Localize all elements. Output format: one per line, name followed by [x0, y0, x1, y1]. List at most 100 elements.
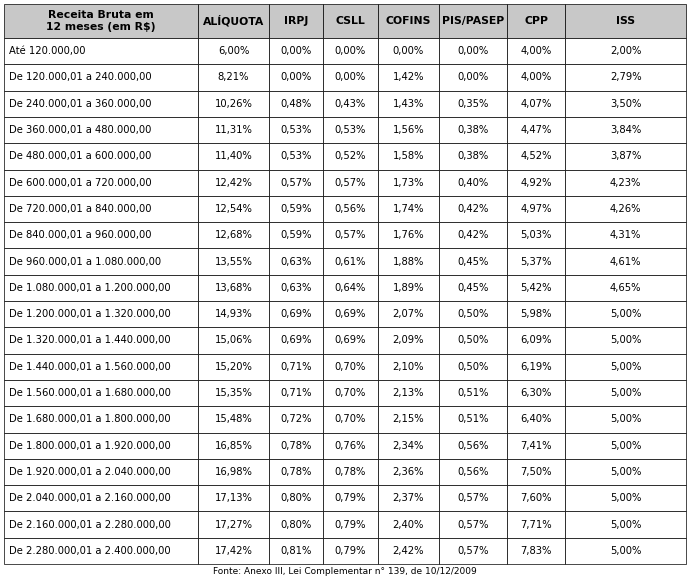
Text: De 960.000,01 a 1.080.000,00: De 960.000,01 a 1.080.000,00	[9, 256, 161, 266]
Text: 0,78%: 0,78%	[280, 467, 312, 477]
Bar	[565, 143, 686, 169]
Text: 0,53%: 0,53%	[280, 125, 312, 135]
Text: ALÍQUOTA: ALÍQUOTA	[203, 15, 264, 27]
Bar	[268, 512, 323, 538]
Text: 4,97%: 4,97%	[520, 204, 552, 214]
Bar	[439, 301, 507, 327]
Text: 16,98%: 16,98%	[215, 467, 253, 477]
Bar	[377, 4, 439, 38]
Bar	[565, 512, 686, 538]
Text: De 120.000,01 a 240.000,00: De 120.000,01 a 240.000,00	[9, 72, 152, 82]
Bar	[377, 222, 439, 248]
Bar	[377, 301, 439, 327]
Bar	[507, 4, 565, 38]
Bar	[377, 380, 439, 406]
Text: 1,73%: 1,73%	[393, 178, 424, 187]
Text: 5,37%: 5,37%	[520, 256, 552, 266]
Bar	[565, 380, 686, 406]
Bar	[439, 196, 507, 222]
Text: 5,00%: 5,00%	[610, 361, 641, 372]
Bar	[439, 91, 507, 117]
Bar	[565, 406, 686, 433]
Text: 0,42%: 0,42%	[457, 204, 489, 214]
Text: 0,38%: 0,38%	[457, 125, 489, 135]
Bar	[377, 91, 439, 117]
Text: 0,53%: 0,53%	[280, 151, 312, 161]
Bar	[198, 538, 268, 564]
Text: 0,51%: 0,51%	[457, 388, 489, 398]
Bar	[323, 143, 377, 169]
Text: 0,59%: 0,59%	[280, 230, 312, 240]
Bar	[323, 248, 377, 274]
Bar	[4, 196, 198, 222]
Text: 8,21%: 8,21%	[218, 72, 249, 82]
Text: 0,57%: 0,57%	[335, 230, 366, 240]
Text: 5,00%: 5,00%	[610, 309, 641, 319]
Bar	[507, 433, 565, 459]
Text: 16,85%: 16,85%	[215, 441, 253, 451]
Text: 1,76%: 1,76%	[393, 230, 424, 240]
Text: 0,70%: 0,70%	[335, 361, 366, 372]
Text: 0,45%: 0,45%	[457, 283, 489, 293]
Text: 2,40%: 2,40%	[393, 520, 424, 530]
Bar	[323, 485, 377, 512]
Text: 0,69%: 0,69%	[280, 335, 312, 346]
Bar	[439, 406, 507, 433]
Text: 0,80%: 0,80%	[280, 520, 311, 530]
Text: De 840.000,01 a 960.000,00: De 840.000,01 a 960.000,00	[9, 230, 152, 240]
Text: 0,80%: 0,80%	[280, 493, 311, 503]
Text: 0,72%: 0,72%	[280, 415, 312, 425]
Bar	[198, 248, 268, 274]
Bar	[439, 459, 507, 485]
Bar	[323, 406, 377, 433]
Text: 15,48%: 15,48%	[215, 415, 253, 425]
Bar	[439, 327, 507, 353]
Text: 0,69%: 0,69%	[335, 309, 366, 319]
Text: 0,69%: 0,69%	[335, 335, 366, 346]
Text: 4,07%: 4,07%	[521, 99, 552, 109]
Text: 11,40%: 11,40%	[215, 151, 253, 161]
Text: 17,42%: 17,42%	[215, 546, 253, 556]
Bar	[507, 117, 565, 143]
Text: 0,71%: 0,71%	[280, 388, 312, 398]
Text: 2,42%: 2,42%	[393, 546, 424, 556]
Text: Receita Bruta em
12 meses (em R$): Receita Bruta em 12 meses (em R$)	[46, 10, 156, 32]
Text: 0,63%: 0,63%	[280, 283, 312, 293]
Bar	[198, 406, 268, 433]
Bar	[4, 169, 198, 196]
Text: 0,50%: 0,50%	[457, 309, 489, 319]
Bar	[377, 459, 439, 485]
Text: 15,35%: 15,35%	[215, 388, 253, 398]
Bar	[268, 406, 323, 433]
Text: 0,76%: 0,76%	[335, 441, 366, 451]
Bar	[268, 459, 323, 485]
Text: 15,20%: 15,20%	[215, 361, 253, 372]
Bar	[323, 327, 377, 353]
Text: 5,00%: 5,00%	[610, 335, 641, 346]
Text: 7,71%: 7,71%	[520, 520, 552, 530]
Bar	[507, 301, 565, 327]
Text: CSLL: CSLL	[335, 16, 365, 26]
Bar	[377, 327, 439, 353]
Bar	[565, 248, 686, 274]
Bar	[377, 538, 439, 564]
Bar	[439, 117, 507, 143]
Bar	[268, 380, 323, 406]
Text: 0,57%: 0,57%	[280, 178, 312, 187]
Text: 1,58%: 1,58%	[393, 151, 424, 161]
Bar	[4, 274, 198, 301]
Bar	[507, 91, 565, 117]
Bar	[4, 433, 198, 459]
Bar	[565, 433, 686, 459]
Bar	[439, 485, 507, 512]
Bar	[268, 248, 323, 274]
Bar	[323, 380, 377, 406]
Bar	[4, 538, 198, 564]
Text: 5,00%: 5,00%	[610, 493, 641, 503]
Bar	[377, 196, 439, 222]
Text: 0,79%: 0,79%	[335, 520, 366, 530]
Text: 0,59%: 0,59%	[280, 204, 312, 214]
Text: De 720.000,01 a 840.000,00: De 720.000,01 a 840.000,00	[9, 204, 152, 214]
Bar	[439, 433, 507, 459]
Bar	[377, 117, 439, 143]
